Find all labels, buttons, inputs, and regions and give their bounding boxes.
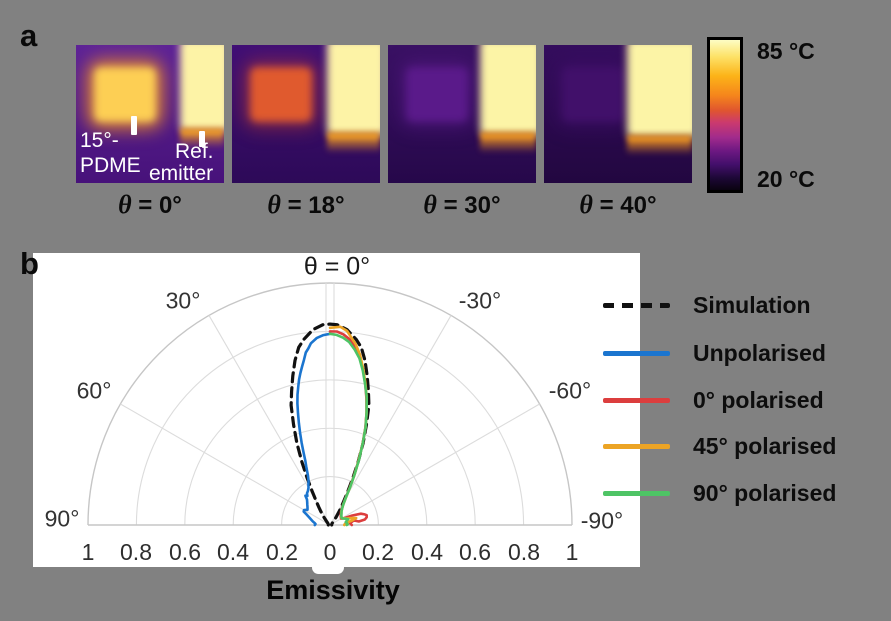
thermal-image-30deg: θ = 30° (388, 45, 536, 219)
radial-tick-08-right: 0.8 (508, 539, 540, 565)
grid-arc-1 (87, 282, 573, 526)
legend-label-simulation: Simulation (693, 291, 811, 318)
thermal-camera-frame (232, 45, 380, 183)
reference-emitter-hotspot (479, 45, 536, 135)
theta-caption-0deg: θ = 0° (118, 190, 182, 219)
legend-line-90-polarised (603, 490, 670, 496)
pdme-annotation-line2: PDME (80, 154, 141, 177)
ref-annotation-line2: emitter (149, 162, 214, 183)
angle-label-neg30: -30° (458, 287, 502, 314)
legend-item-simulation: Simulation (603, 291, 811, 318)
reference-emitter-edge-glow (326, 131, 380, 153)
legend-item-0-polarised: 0° polarised (603, 386, 824, 413)
thermal-camera-frame (388, 45, 536, 183)
grid-radial-60 (120, 403, 331, 526)
curve-90-polarised (328, 332, 368, 527)
legend-item-unpolarised: Unpolarised (603, 339, 826, 366)
grid-radial-30 (208, 315, 331, 526)
reference-emitter-edge-glow (626, 134, 692, 156)
grid-arc-0.2 (281, 476, 379, 526)
angle-label-30: 30° (165, 287, 201, 314)
panel-b-label: b (20, 246, 39, 281)
reference-emitter-hotspot (326, 45, 380, 135)
theta-caption-18deg: θ = 18° (267, 190, 345, 219)
pdme-annotation-line1: 15°- (80, 129, 119, 152)
polar-plot (87, 282, 573, 527)
panel-a-label: a (20, 18, 38, 53)
reference-emitter-hotspot (179, 45, 224, 131)
thermal-camera-frame (544, 45, 692, 183)
radial-tick-02-left: 0.2 (266, 539, 298, 565)
radial-tick-08-left: 0.8 (120, 539, 152, 565)
polar-plot-panel: θ = 0° 30° -30° 60° -60° 90° -90° 1 0.8 … (33, 253, 640, 567)
reference-emitter-hotspot (626, 45, 692, 138)
pdme-emitter-hotspot (93, 67, 156, 123)
legend-item-90-polarised: 90° polarised (603, 479, 837, 506)
radial-tick-04-left: 0.4 (217, 539, 249, 565)
grid-arc-0.6 (184, 379, 476, 526)
polar-plot-title: θ = 0° (303, 252, 371, 281)
legend-line-0-polarised (603, 397, 670, 403)
legend-label-0-polarised: 0° polarised (693, 386, 824, 413)
ref-annotation-line1: Ref. (175, 140, 214, 163)
pdme-emitter-hotspot (405, 67, 468, 123)
colorbar-min-label: 20 °C (757, 166, 815, 192)
curve-unpolarised (296, 332, 332, 527)
pdme-pointer-tick (131, 116, 137, 135)
radial-tick-06-left: 0.6 (169, 539, 201, 565)
legend-label-45-polarised: 45° polarised (693, 432, 837, 459)
radial-tick-1-right: 1 (565, 539, 579, 565)
legend-label-unpolarised: Unpolarised (693, 339, 826, 366)
radial-tick-0: 0 (323, 539, 337, 565)
ref-pointer-tick (199, 131, 205, 147)
radial-tick-04-right: 0.4 (411, 539, 443, 565)
colorbar-max-label: 85 °C (757, 38, 815, 64)
legend-line-unpolarised (603, 350, 670, 356)
caption-mask-blob (312, 561, 344, 574)
legend-item-45-polarised: 45° polarised (603, 432, 837, 459)
thermal-image-0deg: 15°- PDME Ref. emitter θ = 0° (76, 45, 224, 219)
angle-label-neg60: -60° (548, 377, 592, 404)
legend-line-simulation (603, 302, 670, 308)
angle-label-neg90: -90° (580, 507, 624, 534)
radial-tick-02-right: 0.2 (362, 539, 394, 565)
angle-label-60: 60° (76, 377, 112, 404)
radial-tick-06-right: 0.6 (459, 539, 491, 565)
legend-line-45-polarised (603, 443, 670, 449)
curve-simulation (289, 322, 371, 527)
theta-caption-40deg: θ = 40° (579, 190, 657, 219)
legend-label-90-polarised: 90° polarised (693, 479, 837, 506)
pdme-emitter-hotspot (249, 67, 312, 123)
emissivity-axis-label: Emissivity (266, 575, 400, 605)
grid-radial--60 (329, 403, 540, 526)
reference-emitter-edge-glow (479, 131, 536, 153)
thermal-image-18deg: θ = 18° (232, 45, 380, 219)
grid-arc-0.4 (232, 427, 428, 526)
radial-tick-1-left: 1 (81, 539, 95, 565)
angle-label-90: 90° (44, 505, 80, 532)
theta-caption-30deg: θ = 30° (423, 190, 501, 219)
thermal-camera-frame: 15°- PDME Ref. emitter (76, 45, 224, 183)
temperature-colorbar (707, 37, 743, 193)
thermal-image-40deg: θ = 40° (544, 45, 692, 219)
pdme-emitter-hotspot (561, 67, 624, 123)
curve-45-polarised (328, 325, 368, 527)
